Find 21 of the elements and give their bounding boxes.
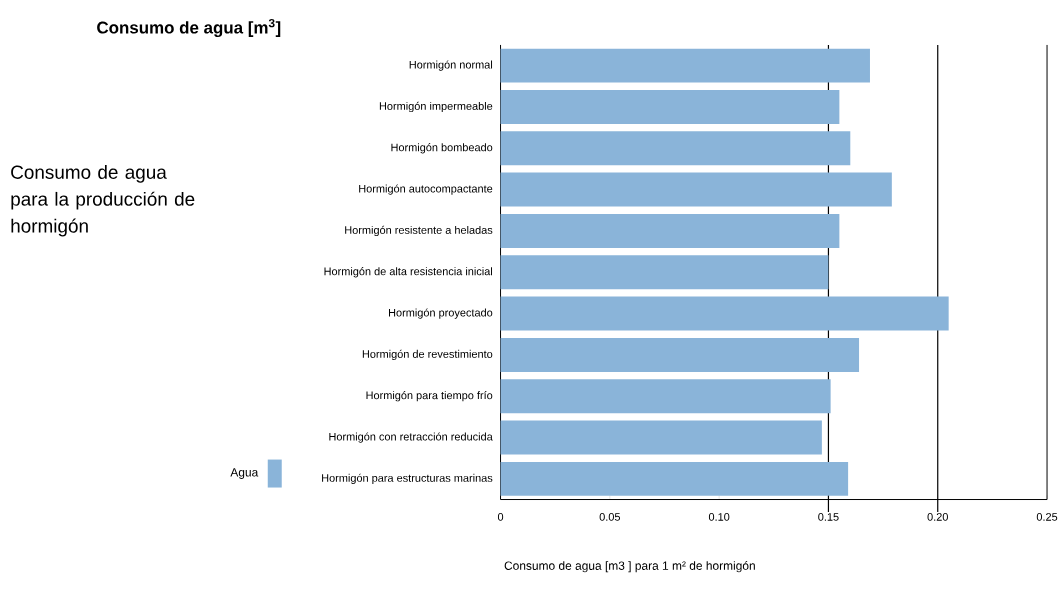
y-tick-label: Hormigón proyectado xyxy=(389,308,493,319)
y-tick-label: Hormigón impermeable xyxy=(379,101,493,112)
y-tick-label: Hormigón para estructuras marinas xyxy=(322,473,493,484)
y-tick-label: Hormigón con retracción reducida xyxy=(329,432,493,443)
x-tick-label: 0.25 xyxy=(1036,512,1058,521)
y-tick-label: Hormigón para tiempo frío xyxy=(366,390,493,402)
x-tick-label: 0.05 xyxy=(599,512,621,521)
y-tick-label: Hormigón bombeado xyxy=(391,142,493,154)
legend-label: Agua xyxy=(230,467,259,479)
y-tick-label: Hormigón normal xyxy=(409,60,493,71)
text: Consumo de agua para la producción de hormigón xyxy=(11,164,195,237)
y-tick-label: Hormigón de alta resistencia inicial xyxy=(324,266,493,278)
x-axis-title: Consumo de agua [m3 ] para 1 m² de hormigón xyxy=(504,560,755,573)
y-tick-label: Hormigón de revestimiento xyxy=(362,349,493,360)
y-tick-label: Hormigón autocompactante xyxy=(359,184,493,195)
y-tick-label: Hormigón resistente a heladas xyxy=(345,225,493,236)
x-tick-label: 0 xyxy=(497,512,504,521)
x-tick-label: 0.15 xyxy=(818,512,839,521)
x-tick-label: 0.10 xyxy=(708,512,730,521)
text: Consumo de agua [m$^{3}$] xyxy=(97,18,281,37)
x-tick-label: 0.20 xyxy=(927,512,948,521)
